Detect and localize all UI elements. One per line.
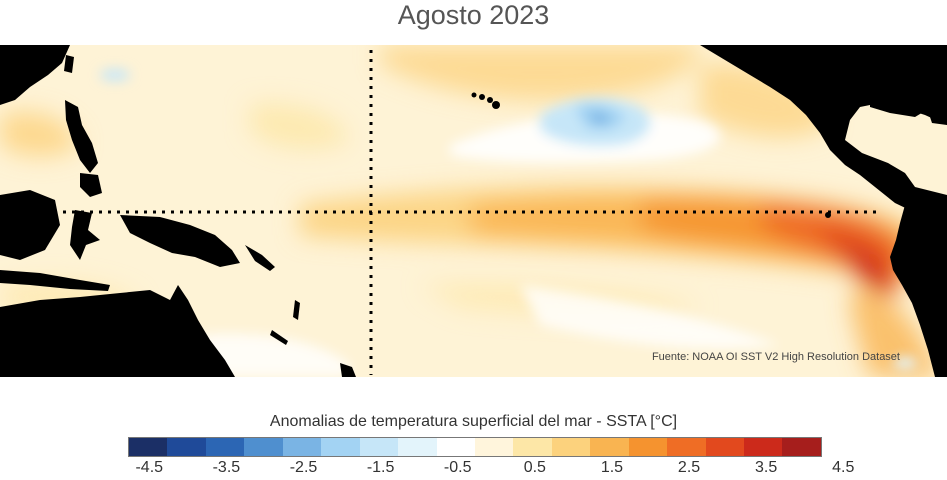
colorbar-tick-label: 2.5 bbox=[677, 459, 701, 476]
colorbar-swatch bbox=[398, 438, 437, 456]
colorbar-swatch bbox=[744, 438, 783, 456]
colorbar-swatch bbox=[129, 438, 168, 456]
land-vanuatu bbox=[293, 300, 300, 320]
colorbar-swatch bbox=[667, 438, 706, 456]
colorbar-tick-label: -1.5 bbox=[366, 459, 395, 476]
colorbar-tick-label: 4.5 bbox=[832, 459, 855, 476]
colorbar-tick-label: -0.5 bbox=[443, 459, 472, 476]
colorbar-swatch bbox=[705, 438, 744, 456]
land-taiwan bbox=[64, 55, 74, 73]
land-new-guinea bbox=[120, 215, 240, 267]
land-hispaniola bbox=[930, 117, 947, 125]
colorbar-swatch bbox=[167, 438, 206, 456]
land-java bbox=[0, 270, 110, 291]
colorbar-swatch bbox=[436, 438, 475, 456]
colorbar-ticks: -4.5 -3.5 -2.5 -1.5 -0.5 0.5 1.5 2.5 3.5 4.5 bbox=[0, 459, 947, 480]
colorbar-tick-label: 3.5 bbox=[755, 459, 778, 476]
land-south-america bbox=[890, 195, 947, 377]
colorbar-swatch bbox=[782, 438, 821, 456]
land-mindanao bbox=[80, 173, 102, 197]
colorbar-swatch bbox=[282, 438, 322, 456]
land-asia bbox=[0, 45, 70, 105]
land-cuba bbox=[870, 100, 925, 117]
colorbar-swatch bbox=[359, 438, 399, 456]
land-hawaii bbox=[471, 92, 500, 109]
colorbar-tick-label: 0.5 bbox=[523, 459, 546, 476]
colorbar-swatch bbox=[590, 438, 629, 456]
land-borneo bbox=[0, 190, 60, 260]
colorbar-tick-label: -2.5 bbox=[289, 459, 318, 476]
land bbox=[0, 45, 947, 377]
ssta-map bbox=[0, 45, 947, 377]
colorbar-tick-label: 1.5 bbox=[600, 459, 624, 476]
colorbar-tick-label: -3.5 bbox=[212, 459, 241, 476]
land-new-caledonia bbox=[270, 330, 288, 345]
colorbar-swatch bbox=[513, 438, 552, 456]
colorbar-swatch bbox=[551, 438, 591, 456]
colorbar-swatch bbox=[244, 438, 283, 456]
land-philippines bbox=[65, 100, 98, 173]
colorbar-swatch bbox=[628, 438, 668, 456]
land-australia bbox=[0, 285, 235, 377]
source-credit: Fuente: NOAA OI SST V2 High Resolution D… bbox=[651, 351, 900, 363]
land-sulawesi bbox=[70, 210, 100, 260]
colorbar bbox=[128, 437, 822, 457]
land-solomon bbox=[245, 245, 275, 271]
colorbar-swatch bbox=[321, 438, 360, 456]
colorbar-swatch bbox=[474, 438, 514, 456]
colorbar-title: Anomalias de temperatura superficial del… bbox=[269, 413, 678, 430]
land-new-zealand bbox=[340, 363, 356, 377]
colorbar-tick-label: -4.5 bbox=[135, 459, 164, 476]
land-north-america bbox=[700, 45, 947, 225]
colorbar-swatch bbox=[205, 438, 245, 456]
map-title: Agosto 2023 bbox=[397, 0, 550, 30]
